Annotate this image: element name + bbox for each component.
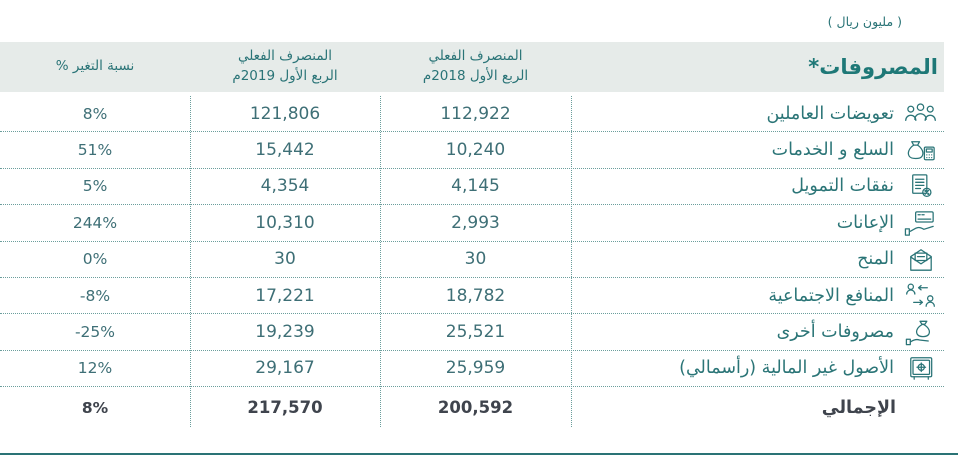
change-percent: 12% bbox=[77, 359, 113, 378]
row-label: السلع و الخدمات bbox=[771, 140, 894, 161]
row-label-cell: الإعانات bbox=[571, 205, 944, 240]
change-percent: -25% bbox=[74, 323, 116, 342]
row-label: الإعانات bbox=[836, 212, 894, 233]
header-actual-2018-line1: المنصرف الفعلي bbox=[428, 48, 523, 65]
table-row: الإعانات 2,993 10,310 244% bbox=[0, 205, 944, 242]
change-percent: 244% bbox=[72, 213, 118, 232]
total-row: الإجمالي 200,592 217,570 8% bbox=[0, 387, 944, 428]
unit-note: ( مليون ريال ) bbox=[827, 14, 902, 29]
table-header-row: المصروفات* المنصرف الفعلي الربع الأول 20… bbox=[0, 42, 944, 92]
header-actual-2019-line1: المنصرف الفعلي bbox=[237, 48, 333, 65]
column-separator bbox=[380, 96, 381, 427]
safe-icon bbox=[898, 353, 942, 383]
row-label: المنافع الاجتماعية bbox=[768, 285, 894, 306]
value-2018: 30 bbox=[464, 249, 487, 270]
row-label: المنح bbox=[857, 249, 894, 270]
change-percent: 5% bbox=[82, 177, 108, 196]
change-percent: 0% bbox=[82, 250, 108, 269]
total-value-2018: 200,592 bbox=[437, 398, 514, 418]
value-2019: 19,239 bbox=[255, 322, 315, 343]
value-2019: 17,221 bbox=[255, 285, 315, 306]
value-2018: 10,240 bbox=[445, 140, 506, 161]
table-row: الأصول غير المالية (رأسمالي) 25,959 29,1… bbox=[0, 351, 944, 388]
value-2018: 2,993 bbox=[451, 212, 500, 233]
value-2018: 4,145 bbox=[451, 176, 500, 197]
value-2019: 15,442 bbox=[255, 140, 315, 161]
value-2018: 25,959 bbox=[445, 358, 506, 379]
row-label-cell: السلع و الخدمات bbox=[571, 132, 944, 167]
value-2019: 10,310 bbox=[255, 212, 315, 233]
row-label: الأصول غير المالية (رأسمالي) bbox=[679, 358, 894, 379]
expenses-table: المصروفات* المنصرف الفعلي الربع الأول 20… bbox=[0, 42, 944, 428]
row-label-cell: المنح bbox=[571, 242, 944, 277]
change-percent: -8% bbox=[79, 286, 111, 305]
total-value-2019: 217,570 bbox=[247, 398, 323, 418]
money-bag-calculator-icon bbox=[898, 135, 942, 165]
value-2018: 18,782 bbox=[445, 285, 506, 306]
row-label: نفقات التمويل bbox=[791, 176, 894, 197]
table-row: المنح 30 30 0% bbox=[0, 242, 944, 278]
table-row: تعويضات العاملين 112,922 121,806 8% bbox=[0, 96, 944, 133]
value-2019: 121,806 bbox=[249, 103, 321, 124]
header-expenses: المصروفات* bbox=[808, 55, 938, 79]
value-2018: 112,922 bbox=[440, 103, 511, 124]
value-2019: 29,167 bbox=[255, 358, 315, 379]
value-2019: 30 bbox=[274, 249, 296, 270]
bottom-rule bbox=[0, 453, 958, 455]
row-label-cell: مصروفات أخرى bbox=[571, 314, 944, 349]
change-percent: 8% bbox=[82, 104, 108, 123]
value-2018: 25,521 bbox=[445, 322, 506, 343]
value-2019: 4,354 bbox=[260, 176, 310, 197]
row-label-cell: المنافع الاجتماعية bbox=[571, 278, 944, 313]
header-actual-2019-line2: الربع الأول 2019م bbox=[232, 68, 338, 84]
change-percent: 51% bbox=[77, 141, 113, 160]
row-label: مصروفات أخرى bbox=[776, 322, 894, 343]
document-percent-icon bbox=[898, 171, 942, 201]
envelope-letter-icon bbox=[898, 244, 942, 274]
row-label-cell: الأصول غير المالية (رأسمالي) bbox=[571, 351, 944, 386]
table-row: السلع و الخدمات 10,240 15,442 51% bbox=[0, 132, 944, 169]
table-row: مصروفات أخرى 25,521 19,239 -25% bbox=[0, 314, 944, 351]
header-actual-2018-line2: الربع الأول 2018م bbox=[422, 68, 529, 84]
workers-icon bbox=[898, 99, 942, 129]
total-label: الإجمالي bbox=[821, 397, 896, 418]
total-change-percent: 8% bbox=[81, 398, 109, 417]
column-separator bbox=[571, 96, 572, 427]
hand-card-icon bbox=[898, 208, 942, 238]
hand-money-bag-icon bbox=[898, 317, 942, 347]
header-actual-2018: المنصرف الفعلي الربع الأول 2018م bbox=[380, 42, 571, 92]
row-label-cell: نفقات التمويل bbox=[571, 169, 944, 204]
row-label: تعويضات العاملين bbox=[766, 103, 894, 124]
table-body: تعويضات العاملين 112,922 121,806 8% السل… bbox=[0, 92, 944, 388]
header-change-percent: نسبة التغير % bbox=[55, 58, 135, 75]
row-label-cell: تعويضات العاملين bbox=[571, 96, 944, 131]
header-actual-2019: المنصرف الفعلي الربع الأول 2019م bbox=[190, 42, 380, 92]
people-exchange-icon bbox=[898, 281, 942, 311]
column-separator bbox=[190, 96, 191, 427]
table-row: المنافع الاجتماعية 18,782 17,221 -8% bbox=[0, 278, 944, 315]
table-row: نفقات التمويل 4,145 4,354 5% bbox=[0, 169, 944, 206]
